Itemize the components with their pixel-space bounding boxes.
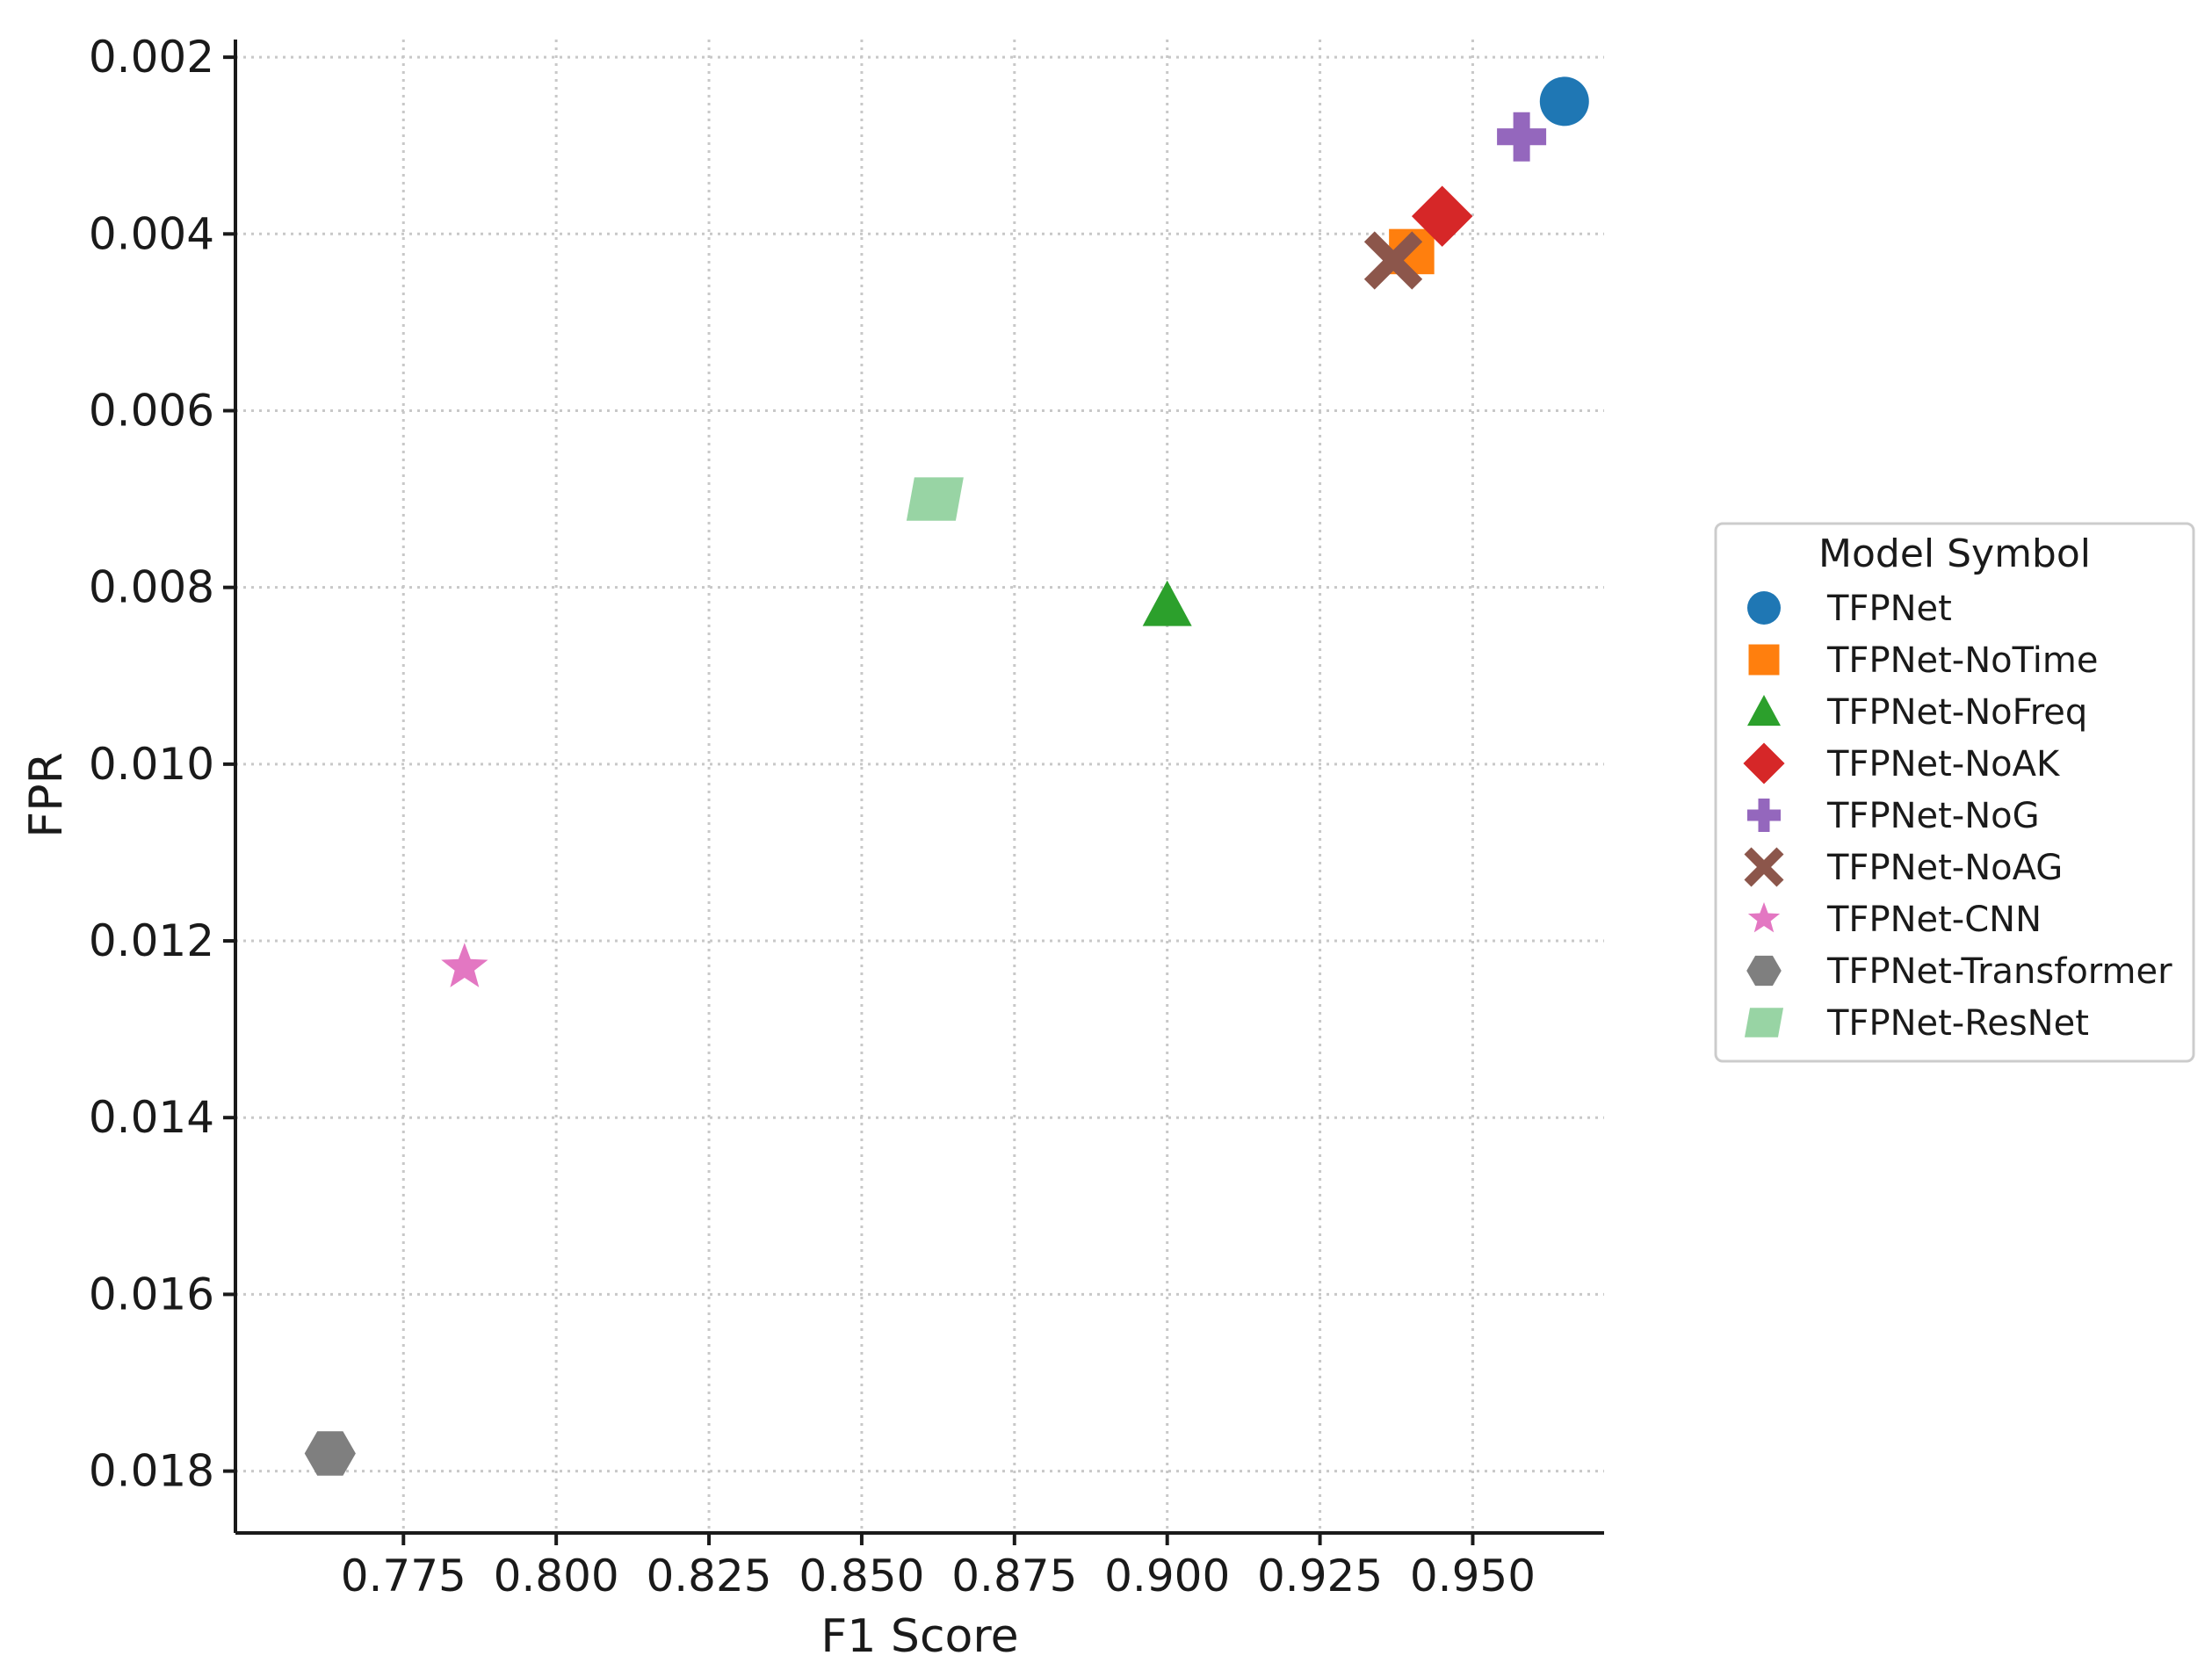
axes-layer xyxy=(234,40,1604,1535)
legend-marker xyxy=(1743,742,1785,784)
y-tick-label: 0.008 xyxy=(89,562,214,613)
legend-label: TFPNet-NoAG xyxy=(1826,848,2063,888)
x-tick-label: 0.925 xyxy=(1257,1551,1383,1601)
legend-marker xyxy=(1748,644,1780,676)
legend-marker xyxy=(1744,1008,1784,1037)
y-tick-label: 0.012 xyxy=(89,915,214,966)
y-tick-label: 0.010 xyxy=(89,739,214,790)
data-point xyxy=(1539,76,1589,127)
y-tick-label: 0.016 xyxy=(89,1269,214,1319)
x-tick-label: 0.775 xyxy=(341,1551,466,1601)
legend-marker xyxy=(1746,955,1782,987)
x-tick-label: 0.800 xyxy=(494,1551,619,1601)
y-tick-label: 0.018 xyxy=(89,1446,214,1497)
legend-label: TFPNet-Transformer xyxy=(1826,951,2172,992)
x-tick-label: 0.950 xyxy=(1410,1551,1536,1601)
x-tick-label: 0.900 xyxy=(1104,1551,1230,1601)
data-point xyxy=(441,943,488,987)
legend-title: Model Symbol xyxy=(1818,531,2091,576)
legend: Model Symbol TFPNet TFPNet-NoTime TFPNet-N… xyxy=(1714,522,2195,1063)
legend-label: TFPNet-NoTime xyxy=(1826,640,2099,681)
ticks-layer: 0.775 0.800 0.825 0.850 0.875 0.900 0.925 0.950… xyxy=(89,32,1536,1601)
y-axis-label: FPR xyxy=(20,752,73,837)
y-tick-label: 0.004 xyxy=(89,208,214,259)
data-point xyxy=(304,1431,356,1476)
data-point xyxy=(1497,112,1547,162)
legend-label: TFPNet-NoAK xyxy=(1826,744,2061,784)
legend-marker xyxy=(1744,847,1784,887)
x-tick-label: 0.850 xyxy=(799,1551,924,1601)
legend-marker xyxy=(1747,799,1781,832)
legend-marker xyxy=(1747,902,1781,933)
legend-label: TFPNet-NoFreq xyxy=(1826,692,2087,733)
data-point xyxy=(906,477,964,521)
legend-frame xyxy=(1714,522,2195,1063)
marks-layer xyxy=(304,76,1589,1476)
legend-label: TFPNet xyxy=(1826,589,1952,629)
data-point xyxy=(1363,231,1423,290)
x-tick-label: 0.825 xyxy=(646,1551,771,1601)
legend-label: TFPNet-CNN xyxy=(1826,900,2042,940)
data-point xyxy=(1142,580,1192,626)
y-tick-label: 0.014 xyxy=(89,1092,214,1143)
y-tick-label: 0.002 xyxy=(89,32,214,83)
legend-marker xyxy=(1747,591,1781,625)
legend-entries: TFPNet TFPNet-NoTime TFPNet-NoFreq TFPNet-N… xyxy=(1743,589,2172,1044)
y-tick-label: 0.006 xyxy=(89,385,214,436)
x-tick-label: 0.875 xyxy=(951,1551,1077,1601)
legend-marker xyxy=(1747,695,1781,727)
x-axis-label: F1 Score xyxy=(820,1610,1018,1663)
legend-label: TFPNet-NoG xyxy=(1826,796,2040,836)
data-point xyxy=(1411,185,1473,247)
legend-label: TFPNet-ResNet xyxy=(1826,1003,2089,1044)
